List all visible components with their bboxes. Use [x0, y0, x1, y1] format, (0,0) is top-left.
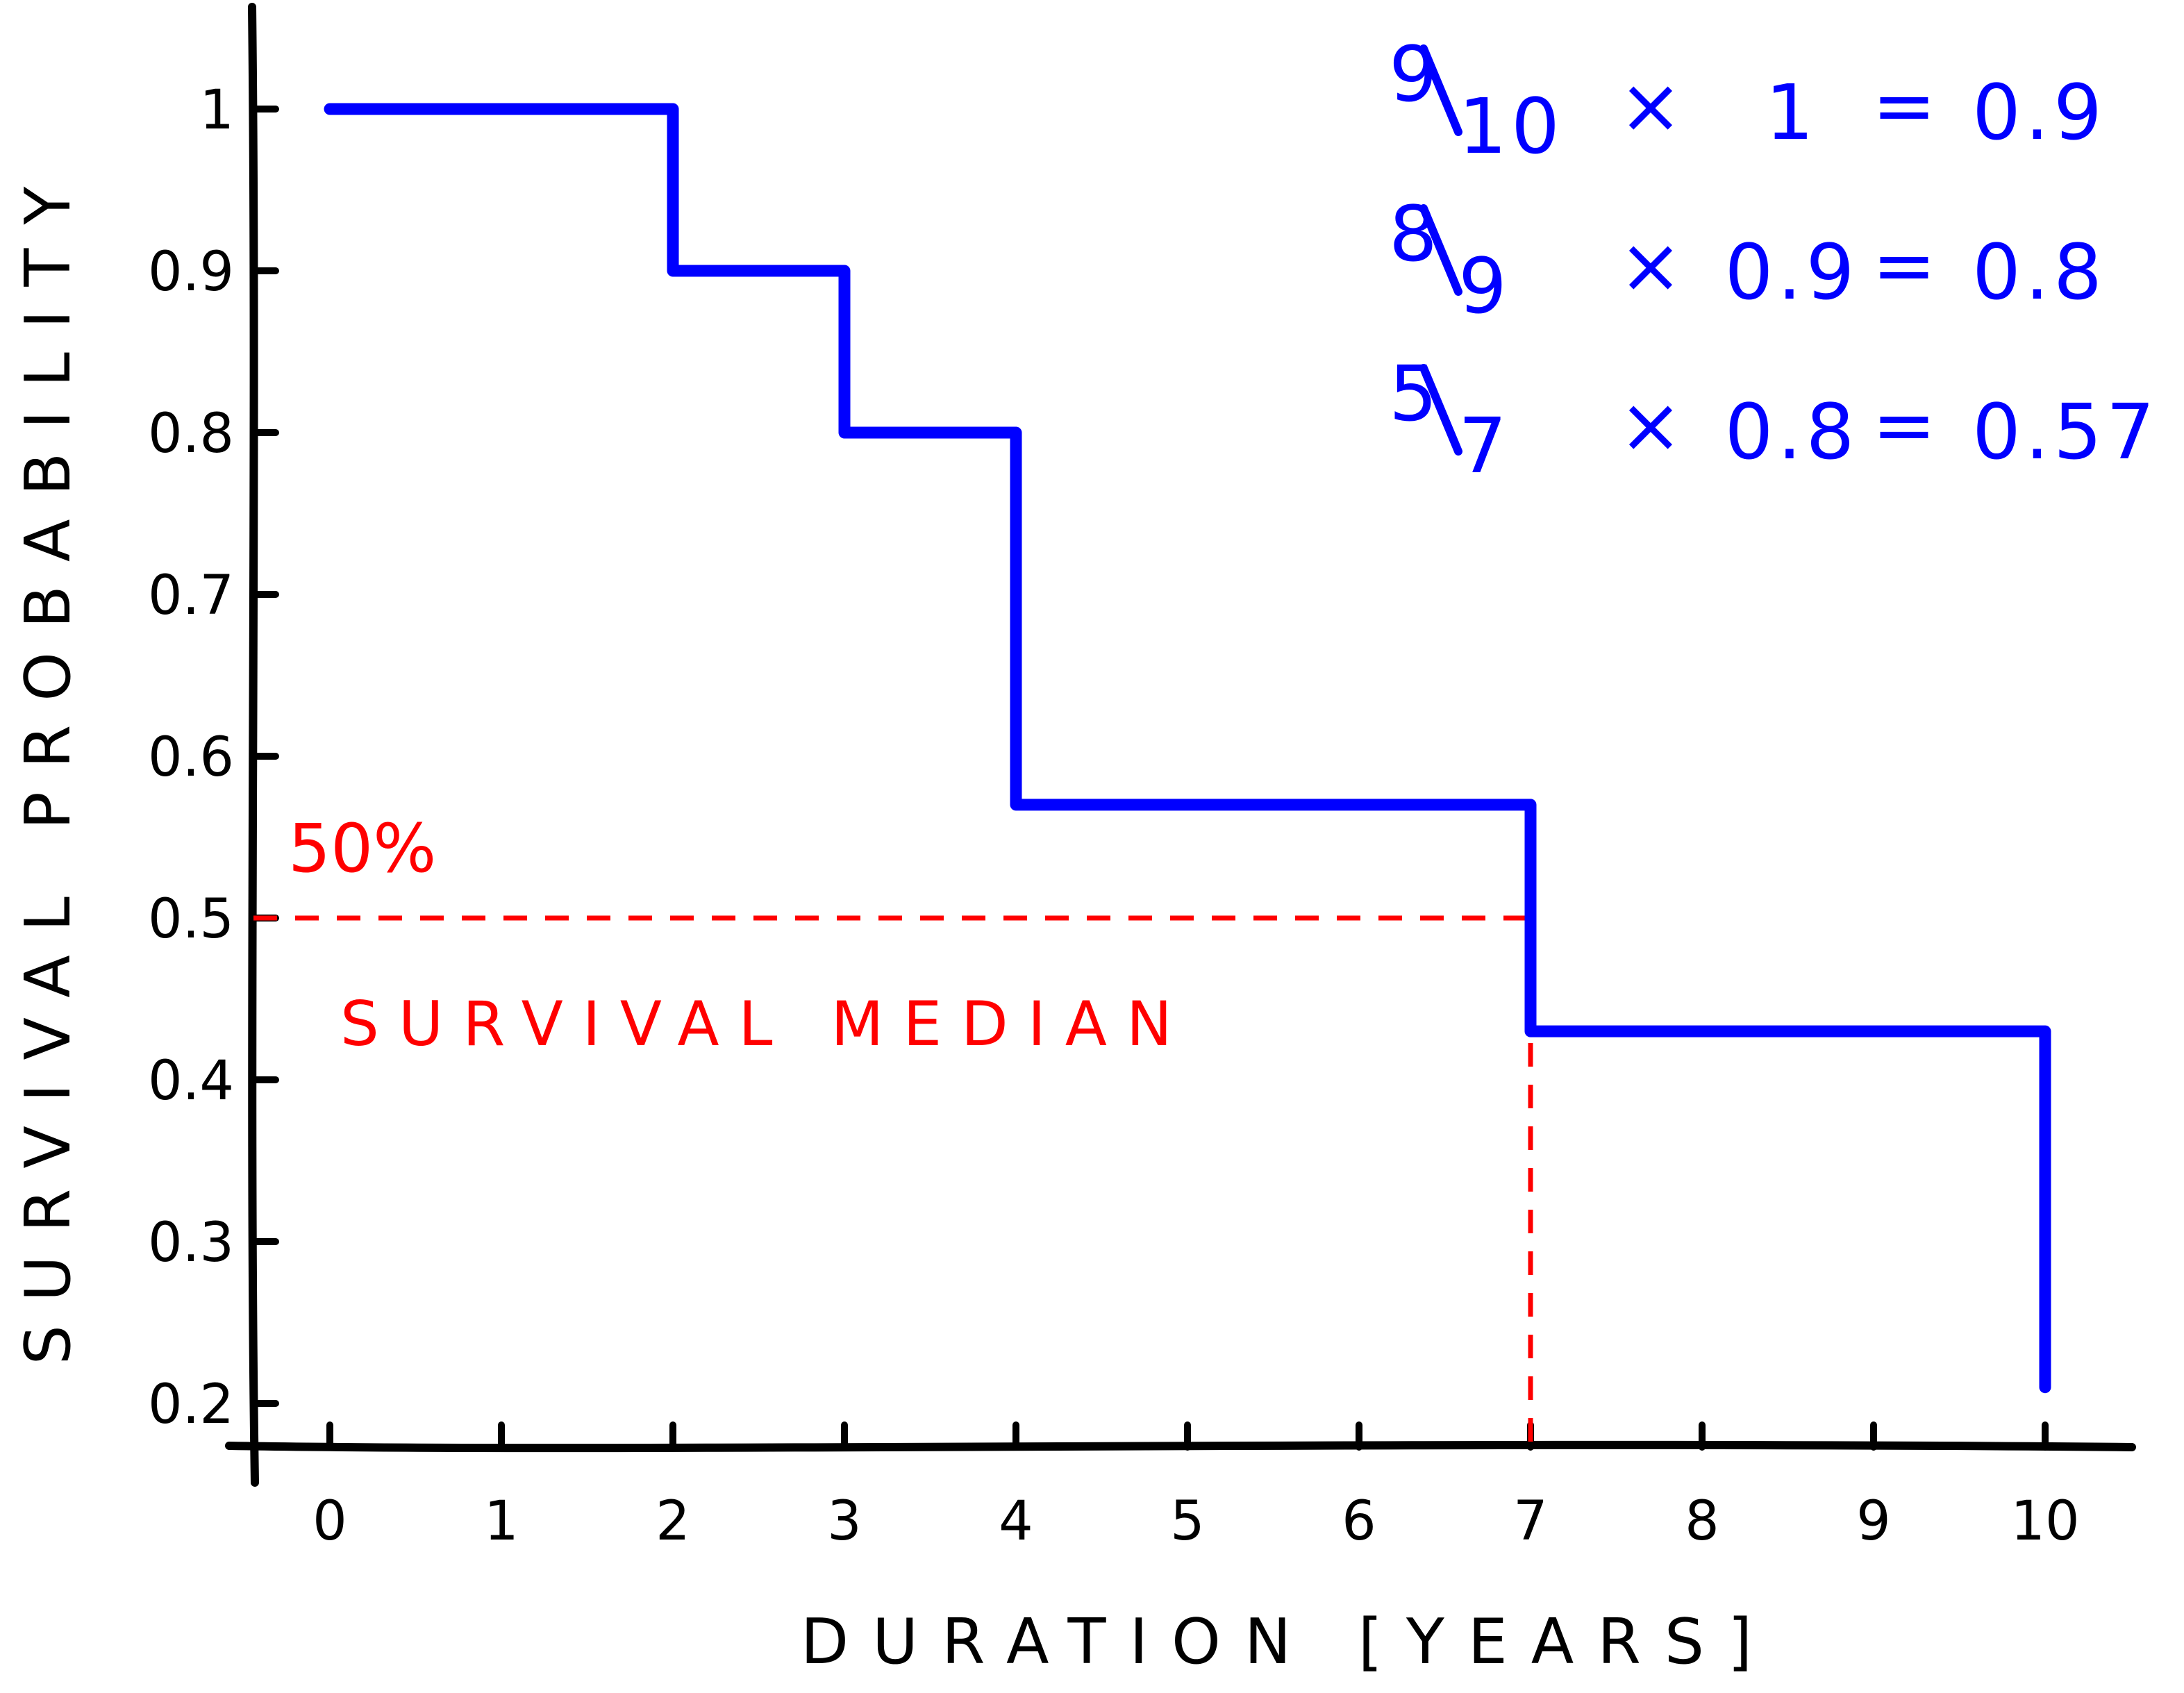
calc-fraction-slash — [1419, 204, 1462, 296]
y-tick-label: 1 — [199, 79, 234, 142]
x-tick-label: 5 — [1170, 1490, 1205, 1553]
y-tick-label: 0.5 — [148, 888, 234, 951]
y-tick-label: 0.4 — [148, 1050, 234, 1112]
times-sign: × — [1619, 381, 1687, 469]
calc-numerator: 9 — [1389, 30, 1442, 119]
equals-sign: = — [1872, 221, 1940, 310]
x-tick-label: 7 — [1513, 1490, 1548, 1553]
y-axis-line — [248, 3, 259, 1487]
calc-numerator: 8 — [1389, 190, 1442, 278]
x-tick-label: 10 — [2010, 1490, 2079, 1553]
calc-factor: 0.8 — [1725, 387, 1859, 476]
y-tick-label: 0.6 — [148, 726, 234, 789]
median-percent-label: 50% — [288, 810, 436, 887]
times-sign: × — [1619, 61, 1687, 150]
x-tick-label: 2 — [656, 1490, 690, 1553]
calc-numerator: 5 — [1389, 349, 1442, 438]
median-label: SURVIVAL MEDIAN — [340, 988, 1192, 1060]
survival-curve — [324, 103, 2051, 1394]
x-axis-line — [225, 1440, 2136, 1453]
axis-labels: DURATION [YEARS] SURVIVAL PROBABILITY — [12, 163, 1776, 1678]
x-tick-label: 0 — [312, 1490, 347, 1553]
times-sign: × — [1619, 221, 1687, 310]
equals-sign: = — [1872, 381, 1940, 469]
calc-result: 0.8 — [1972, 228, 2106, 317]
calc-fraction-slash — [1419, 364, 1462, 456]
x-tick-label: 4 — [999, 1490, 1033, 1553]
y-axis-title: SURVIVAL PROBABILITY — [12, 163, 85, 1365]
y-tick-label: 0.9 — [148, 241, 234, 303]
calculation-notes: 910 × 1 = 0.989 × 0.9 = 0.857 × 0.8 = 0.57 — [1389, 30, 2159, 490]
calc-factor: 1 — [1765, 68, 1818, 157]
calc-denominator: 10 — [1458, 82, 1564, 171]
y-tick-label: 0.7 — [148, 565, 234, 627]
calc-factor: 0.9 — [1725, 228, 1859, 317]
y-tick-label: 0.8 — [148, 403, 234, 465]
y-tick-label: 0.3 — [148, 1212, 234, 1274]
calc-denominator: 9 — [1458, 242, 1511, 331]
x-tick-label: 8 — [1685, 1490, 1719, 1553]
y-tick-label: 0.2 — [148, 1374, 234, 1436]
x-axis-title: DURATION [YEARS] — [801, 1606, 1776, 1678]
calc-result: 0.57 — [1972, 387, 2159, 476]
x-tick-label: 3 — [827, 1490, 862, 1553]
x-tick-label: 6 — [1342, 1490, 1376, 1553]
x-tick-label: 1 — [484, 1490, 519, 1553]
calc-result: 0.9 — [1972, 68, 2106, 157]
x-tick-label: 9 — [1856, 1490, 1891, 1553]
equals-sign: = — [1872, 61, 1940, 150]
survival-step-line — [324, 103, 2051, 1394]
axis-ticks: 0 1 2 3 4 5 6 7 8 9 100.20.30.40.50.60.70.80.91 — [148, 79, 2080, 1553]
calc-denominator: 7 — [1458, 401, 1511, 490]
median-annotation: 50% SURVIVAL MEDIAN — [288, 810, 1192, 1060]
calc-fraction-slash — [1419, 44, 1462, 136]
